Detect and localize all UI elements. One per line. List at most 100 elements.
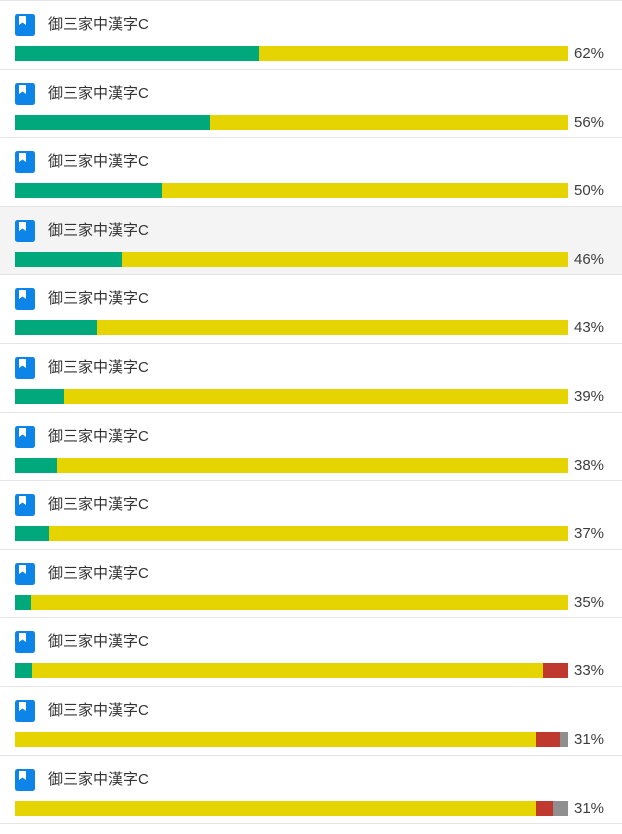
percent-label: 39% bbox=[574, 387, 605, 405]
progress-segment-yellow bbox=[64, 388, 568, 404]
item-title: 御三家中漢字C bbox=[48, 153, 149, 171]
percent-label: 33% bbox=[574, 662, 605, 680]
list-item[interactable]: 御三家中漢字C 31% bbox=[0, 686, 622, 756]
progress-line: 31% bbox=[0, 799, 622, 817]
progress-bar bbox=[15, 594, 568, 610]
list-item[interactable]: 御三家中漢字C 35% bbox=[0, 549, 622, 619]
progress-bar bbox=[15, 183, 568, 199]
item-title: 御三家中漢字C bbox=[48, 564, 149, 582]
percent-label: 50% bbox=[574, 182, 605, 200]
list-item[interactable]: 御三家中漢字C 31% bbox=[0, 755, 622, 825]
book-icon bbox=[15, 494, 35, 517]
percent-label: 31% bbox=[574, 799, 605, 817]
progress-bar bbox=[15, 46, 568, 61]
book-icon bbox=[15, 562, 35, 585]
percent-label: 62% bbox=[574, 45, 605, 62]
list-item[interactable]: 御三家中漢字C 50% bbox=[0, 138, 622, 207]
progress-line: 35% bbox=[0, 593, 622, 611]
list-item[interactable]: 御三家中漢字C 38% bbox=[0, 412, 622, 482]
list-item-header: 御三家中漢字C bbox=[0, 425, 622, 448]
progress-line: 31% bbox=[0, 730, 622, 748]
progress-line: 33% bbox=[0, 662, 622, 680]
percent-label: 56% bbox=[574, 113, 605, 131]
item-title: 御三家中漢字C bbox=[48, 221, 149, 239]
list-item-header: 御三家中漢字C bbox=[0, 14, 622, 36]
progress-segment-gray bbox=[553, 800, 568, 816]
progress-bar bbox=[15, 114, 568, 130]
progress-segment-yellow bbox=[97, 320, 568, 336]
progress-line: 39% bbox=[0, 387, 622, 405]
list-item-header: 御三家中漢字C bbox=[0, 356, 622, 379]
list-item[interactable]: 御三家中漢字C 39% bbox=[0, 343, 622, 413]
progress-segment-gray bbox=[560, 731, 568, 747]
list-item-header: 御三家中漢字C bbox=[0, 151, 622, 174]
item-title: 御三家中漢字C bbox=[48, 633, 149, 651]
progress-segment-yellow bbox=[32, 663, 543, 679]
progress-segment-red bbox=[543, 663, 568, 679]
progress-line: 43% bbox=[0, 319, 622, 337]
progress-bar bbox=[15, 731, 568, 747]
progress-bar bbox=[15, 388, 568, 404]
item-title: 御三家中漢字C bbox=[48, 701, 149, 719]
item-title: 御三家中漢字C bbox=[48, 84, 149, 102]
progress-line: 62% bbox=[0, 46, 622, 61]
progress-line: 46% bbox=[0, 251, 622, 267]
book-icon bbox=[15, 82, 35, 105]
percent-label: 35% bbox=[574, 593, 605, 611]
book-icon bbox=[15, 288, 35, 311]
progress-segment-yellow bbox=[15, 800, 536, 816]
progress-segment-yellow bbox=[259, 46, 568, 61]
book-icon bbox=[15, 14, 35, 36]
book-icon bbox=[15, 768, 35, 791]
progress-segment-yellow bbox=[210, 114, 568, 130]
list-item[interactable]: 御三家中漢字C 37% bbox=[0, 481, 622, 550]
list-item-header: 御三家中漢字C bbox=[0, 82, 622, 105]
percent-label: 31% bbox=[574, 730, 605, 748]
item-title: 御三家中漢字C bbox=[48, 496, 149, 514]
book-icon bbox=[15, 356, 35, 379]
progress-line: 56% bbox=[0, 113, 622, 131]
book-icon bbox=[15, 699, 35, 722]
item-title: 御三家中漢字C bbox=[48, 358, 149, 376]
list-item[interactable]: 御三家中漢字C 43% bbox=[0, 275, 622, 344]
progress-segment-green bbox=[15, 663, 32, 679]
progress-segment-green bbox=[15, 114, 210, 130]
list-item[interactable]: 御三家中漢字C 56% bbox=[0, 69, 622, 139]
progress-segment-yellow bbox=[122, 251, 568, 267]
book-icon bbox=[15, 631, 35, 654]
progress-segment-green bbox=[15, 320, 97, 336]
list-item[interactable]: 御三家中漢字C 46% bbox=[0, 206, 622, 276]
percent-label: 43% bbox=[574, 319, 605, 337]
list-item[interactable]: 御三家中漢字C 62% bbox=[0, 1, 622, 70]
item-title: 御三家中漢字C bbox=[48, 16, 149, 33]
progress-segment-green bbox=[15, 46, 259, 61]
book-icon bbox=[15, 219, 35, 242]
progress-segment-green bbox=[15, 251, 122, 267]
progress-segment-green bbox=[15, 183, 162, 199]
progress-line: 37% bbox=[0, 525, 622, 543]
progress-bar bbox=[15, 663, 568, 679]
progress-bar bbox=[15, 320, 568, 336]
list-item-header: 御三家中漢字C bbox=[0, 631, 622, 654]
progress-segment-green bbox=[15, 457, 57, 473]
progress-bar bbox=[15, 457, 568, 473]
list-item[interactable]: 御三家中漢字C 33% bbox=[0, 618, 622, 687]
progress-segment-yellow bbox=[162, 183, 568, 199]
progress-segment-red bbox=[536, 731, 560, 747]
progress-segment-red bbox=[536, 800, 553, 816]
progress-segment-yellow bbox=[49, 526, 568, 542]
progress-bar bbox=[15, 800, 568, 816]
list-item-header: 御三家中漢字C bbox=[0, 494, 622, 517]
percent-label: 37% bbox=[574, 525, 605, 543]
progress-segment-yellow bbox=[15, 731, 536, 747]
progress-bar bbox=[15, 526, 568, 542]
progress-bar bbox=[15, 251, 568, 267]
list-item-header: 御三家中漢字C bbox=[0, 768, 622, 791]
percent-label: 38% bbox=[574, 456, 605, 474]
book-icon bbox=[15, 151, 35, 174]
list-item-header: 御三家中漢字C bbox=[0, 219, 622, 242]
progress-segment-yellow bbox=[31, 594, 568, 610]
progress-segment-green bbox=[15, 594, 31, 610]
progress-segment-yellow bbox=[57, 457, 568, 473]
